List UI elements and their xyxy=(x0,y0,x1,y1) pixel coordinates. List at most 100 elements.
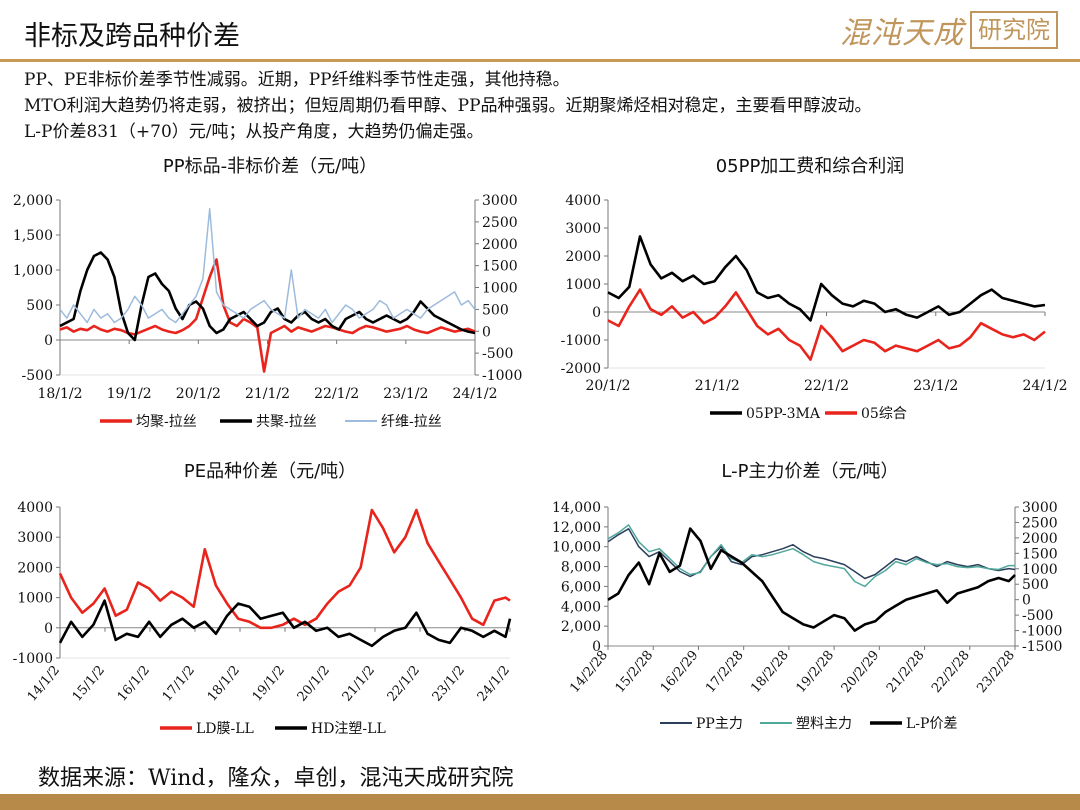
y-tick-label-right: 1000 xyxy=(1022,562,1058,578)
y-tick-label: 4,000 xyxy=(561,599,601,615)
series-line-2 xyxy=(607,288,1046,361)
footer-bar xyxy=(0,794,1080,810)
y-tick-label-right: -500 xyxy=(1022,608,1053,624)
y-tick-label-right: 2000 xyxy=(482,237,518,253)
x-tick-label: 23/1/2 xyxy=(913,378,958,394)
x-tick-label: 20/1/2 xyxy=(585,378,630,394)
legend-label: PP主力 xyxy=(696,716,743,732)
series-line-2 xyxy=(607,524,1015,588)
x-tick-label: 20/1/2 xyxy=(176,386,221,402)
y-tick-label: -500 xyxy=(22,368,53,384)
legend-label: 05PP-3MA xyxy=(746,406,821,422)
chart-lp-spread: L-P主力价差（元/吨） 0 2,000 4,000 6,000 8,000 10,000 1… xyxy=(552,461,1062,732)
y-tick-label: 3000 xyxy=(17,530,53,546)
y-tick-label-right: -500 xyxy=(482,346,513,362)
series-line-2 xyxy=(59,251,476,342)
x-tick-label: 17/1/2 xyxy=(160,663,198,705)
summary-line: PP、PE非标价差季节性减弱。近期，PP纤维料季节性走强，其他持稳。 xyxy=(24,70,570,90)
x-tick-label: 22/1/2 xyxy=(314,386,359,402)
x-tick-label: 21/1/2 xyxy=(340,663,378,705)
chart-title: PE品种价差（元/吨） xyxy=(184,461,356,482)
y-tick-label-right: 0 xyxy=(1022,593,1031,609)
legend-label: 05综合 xyxy=(861,406,907,422)
summary-line: MTO利润大趋势仍将走弱，被挤出；但短周期仍看甲醇、PP品种强弱。近期聚烯烃相对… xyxy=(24,96,872,116)
legend-label: 纤维-拉丝 xyxy=(381,414,442,430)
x-tick-label: 21/2/28 xyxy=(884,648,928,696)
series-line-3 xyxy=(607,527,1016,632)
y-tick-label: 3000 xyxy=(565,221,601,237)
chart-title: PP标品-非标价差（元/吨） xyxy=(163,156,377,177)
y-tick-label-right: 1000 xyxy=(482,281,518,297)
y-tick-label: 0 xyxy=(44,621,53,637)
y-tick-label: 10,000 xyxy=(552,540,601,556)
y-tick-label-right: 500 xyxy=(482,302,509,318)
x-tick-label: 15/1/2 xyxy=(70,663,108,705)
y-tick-label: 2,000 xyxy=(561,619,601,635)
x-tick-label: 18/1/2 xyxy=(205,663,243,705)
series-line-1 xyxy=(58,508,511,630)
legend-label: 均聚-拉丝 xyxy=(136,414,197,430)
header-divider xyxy=(0,59,1080,62)
y-tick-label: 8,000 xyxy=(561,560,601,576)
x-tick-label: 23/1/2 xyxy=(383,386,428,402)
x-tick-label: 18/1/2 xyxy=(37,386,82,402)
y-tick-label: -1000 xyxy=(13,651,53,667)
y-tick-label: 2000 xyxy=(17,560,53,576)
summary-line: L-P价差831（+70）元/吨；从投产角度，大趋势仍偏走强。 xyxy=(24,122,484,142)
x-tick-label: 21/1/2 xyxy=(695,378,740,394)
series-line-1 xyxy=(607,235,1046,322)
brand-logo: 混沌天成 研究院 xyxy=(840,10,1058,51)
logo-text: 混沌天成 xyxy=(840,16,964,51)
y-tick-label-right: -1000 xyxy=(1022,624,1062,640)
legend-label: LD膜-LL xyxy=(196,721,254,737)
x-tick-label: 20/2/29 xyxy=(839,648,883,696)
y-tick-label-right: 0 xyxy=(482,324,491,340)
x-tick-label: 16/2/29 xyxy=(658,648,702,696)
legend-label: L-P价差 xyxy=(906,716,957,732)
summary-text: PP、PE非标价差季节性减弱。近期，PP纤维料季节性走强，其他持稳。 MTO利润… xyxy=(24,67,1064,145)
x-tick-label: 24/1/2 xyxy=(452,386,497,402)
x-tick-label: 22/1/2 xyxy=(385,663,423,705)
x-tick-label: 24/1/2 xyxy=(1022,378,1067,394)
y-tick-label-right: 1500 xyxy=(482,259,518,275)
legend-label: 塑料主力 xyxy=(796,716,852,732)
y-tick-label: 2000 xyxy=(565,249,601,265)
y-tick-label: 1,500 xyxy=(13,228,53,244)
x-tick-label: 17/2/28 xyxy=(703,648,747,696)
y-tick-label: 4000 xyxy=(17,500,53,516)
chart-title: 05PP加工费和综合利润 xyxy=(716,156,905,177)
legend-label: HD注塑-LL xyxy=(311,721,386,737)
y-tick-label: 0 xyxy=(592,305,601,321)
x-tick-label: 14/1/2 xyxy=(25,663,63,705)
page-title: 非标及跨品种价差 xyxy=(24,21,240,52)
x-tick-label: 19/2/28 xyxy=(793,648,837,696)
x-tick-label: 23/1/2 xyxy=(430,663,468,705)
x-tick-label: 24/1/2 xyxy=(475,663,513,705)
x-tick-label: 22/2/28 xyxy=(929,648,973,696)
y-tick-label-right: 2500 xyxy=(1022,515,1058,531)
y-tick-label: 14,000 xyxy=(552,500,601,516)
chart-pp-spread: PP标品-非标价差（元/吨） -500 0 500 1,000 1,500 2,000 -10… xyxy=(13,156,522,430)
y-tick-label: 12,000 xyxy=(552,520,601,536)
y-tick-label: 0 xyxy=(592,639,601,655)
y-tick-label: 4000 xyxy=(565,193,601,209)
y-tick-label: -2000 xyxy=(561,361,601,377)
x-tick-label: 19/1/2 xyxy=(107,386,152,402)
x-tick-label: 14/2/28 xyxy=(567,648,611,696)
logo-box-text: 研究院 xyxy=(970,11,1058,49)
chart-title: L-P主力价差（元/吨） xyxy=(721,461,898,482)
y-tick-label: 0 xyxy=(44,333,53,349)
x-tick-label: 20/1/2 xyxy=(295,663,333,705)
y-tick-label: 2,000 xyxy=(13,193,53,209)
y-tick-label: 1000 xyxy=(17,591,53,607)
y-tick-label-right: 2500 xyxy=(482,215,518,231)
y-tick-label-right: 3000 xyxy=(482,193,518,209)
y-tick-label-right: 3000 xyxy=(1022,500,1058,516)
series-line-2 xyxy=(58,599,512,648)
y-tick-label: 500 xyxy=(26,298,53,314)
legend-label: 共聚-拉丝 xyxy=(256,414,317,430)
y-tick-label: 6,000 xyxy=(561,579,601,595)
y-tick-label: 1,000 xyxy=(13,263,53,279)
chart-05pp-profit: 05PP加工费和综合利润 -2000 -1000 0 1000 2000 3000 4000 2… xyxy=(561,156,1068,422)
